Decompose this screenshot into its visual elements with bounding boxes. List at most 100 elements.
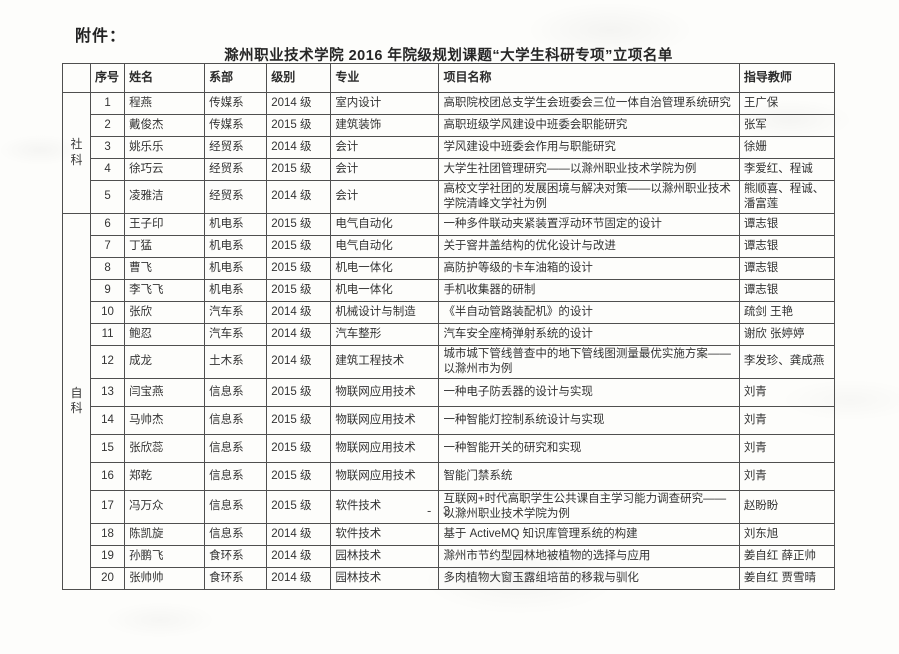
cell-major: 电气自动化: [330, 234, 440, 258]
cell-grade: 2014 级: [266, 136, 332, 159]
cell-name: 徐巧云: [124, 158, 206, 181]
cell-no: 3: [90, 136, 126, 159]
table-row: 9 李飞飞 机电系 2015 级机电一体化 手机收集器的研制 谭志银: [63, 278, 836, 302]
table-row: 11 鲍忍 汽车系 2014 级汽车整形 汽车安全座椅弹射系统的设计 谢欣 张婷婷: [63, 322, 836, 346]
category-cell: 社科: [61, 92, 92, 214]
table-row: 18 陈凯旋 信息系 2014 级软件技术 基于 ActiveMQ 知识库管理系统的构建…: [63, 522, 836, 546]
cell-advisor: 谭志银: [738, 256, 836, 280]
table-row: 2 戴俊杰 传媒系 2015 级建筑装饰 高职班级学风建设中班委会职能研究 张军: [63, 114, 836, 137]
cell-advisor: 刘青: [738, 433, 836, 463]
cell-name: 程燕: [124, 92, 206, 115]
category-cell: 自科: [61, 212, 92, 590]
cell-advisor: 姜自红 贾雪晴: [738, 566, 836, 590]
cell-project: 多肉植物大窗玉露组培苗的移栽与驯化: [438, 566, 740, 590]
cell-project: 高防护等级的卡车油箱的设计: [438, 256, 740, 280]
cell-name: 王子印: [124, 212, 206, 236]
cell-grade: 2015 级: [266, 461, 332, 491]
cell-project: 高职院校团总支学生会班委会三位一体自治管理系统研究: [438, 92, 740, 115]
cell-project: 互联网+时代高职学生公共课自主学习能力调查研究——以滁州职业技术学院为例: [438, 489, 740, 524]
table-row: 4 徐巧云 经贸系 2015 级会计 大学生社团管理研究——以滁州职业技术学院为例 李爱红…: [63, 158, 836, 181]
cell-grade: 2015 级: [266, 377, 332, 407]
cell-grade: 2014 级: [266, 344, 332, 379]
cell-no: 17: [90, 489, 126, 524]
table-body: 社科 1 程燕 传媒系 2014 级室内设计 高职院校团总支学生会班委会三位一体自治管理系…: [61, 92, 836, 590]
cell-project: 一种智能开关的研究和实现: [438, 433, 740, 463]
document-title: 滁州职业技术学院 2016 年院级规划课题“大学生科研专项”立项名单: [224, 48, 673, 64]
cell-major: 会计: [330, 136, 440, 159]
cell-advisor: 姜自红 薛正帅: [738, 544, 836, 568]
cell-no: 14: [90, 405, 126, 435]
cell-project: 基于 ActiveMQ 知识库管理系统的构建: [438, 522, 740, 546]
cell-grade: 2015 级: [266, 114, 332, 137]
cell-no: 11: [90, 322, 126, 346]
cell-project: 一种多件联动夹紧装置浮动环节固定的设计: [438, 212, 740, 236]
cell-name: 姚乐乐: [124, 136, 206, 159]
cell-dept: 信息系: [204, 522, 268, 546]
project-roster-table: 序号 姓名 系部 级别 专业 项目名称 指导教师 社科 1 程燕 传媒系 2014 级室内设计 高职院…: [61, 63, 836, 590]
cell-advisor: 熊顺喜、程诚、潘富莲: [738, 180, 836, 214]
cell-dept: 汽车系: [204, 300, 268, 324]
column-header: 专业: [330, 63, 440, 93]
table-row: 15 张欣蕊 信息系 2015 级物联网应用技术 一种智能开关的研究和实现 刘青: [63, 433, 836, 463]
cell-no: 16: [90, 461, 126, 491]
column-header: 序号: [90, 63, 126, 93]
cell-no: 1: [90, 92, 126, 115]
column-header: 指导教师: [738, 63, 836, 93]
column-header: 系部: [204, 63, 268, 93]
cell-grade: 2015 级: [266, 212, 332, 236]
cell-dept: 信息系: [204, 377, 268, 407]
cell-major: 会计: [330, 158, 440, 181]
cell-name: 孙鹏飞: [124, 544, 206, 568]
cell-grade: 2014 级: [266, 92, 332, 115]
cell-name: 凌雅洁: [124, 180, 206, 214]
cell-name: 曹飞: [124, 256, 206, 280]
cell-dept: 机电系: [204, 212, 268, 236]
cell-dept: 信息系: [204, 461, 268, 491]
cell-grade: 2014 级: [266, 300, 332, 324]
cell-major: 汽车整形: [330, 322, 440, 346]
page-number: - 3 -: [426, 503, 471, 518]
cell-grade: 2015 级: [266, 256, 332, 280]
cell-major: 园林技术: [330, 544, 440, 568]
cell-advisor: 刘东旭: [738, 522, 836, 546]
cell-major: 物联网应用技术: [330, 405, 440, 435]
cell-dept: 食环系: [204, 566, 268, 590]
cell-name: 马帅杰: [124, 405, 206, 435]
cell-dept: 传媒系: [204, 114, 268, 137]
cell-dept: 经贸系: [204, 180, 268, 214]
cell-name: 张欣: [124, 300, 206, 324]
cell-dept: 汽车系: [204, 322, 268, 346]
cell-grade: 2014 级: [266, 544, 332, 568]
cell-grade: 2015 级: [266, 278, 332, 302]
cell-advisor: 刘青: [738, 377, 836, 407]
cell-major: 机电一体化: [330, 278, 440, 302]
cell-name: 成龙: [124, 344, 206, 379]
cell-project: 智能门禁系统: [438, 461, 740, 491]
cell-name: 丁猛: [124, 234, 206, 258]
cell-project: 大学生社团管理研究——以滁州职业技术学院为例: [438, 158, 740, 181]
cell-dept: 机电系: [204, 256, 268, 280]
attachment-label: 附件：: [75, 28, 127, 45]
table-row: 社科 1 程燕 传媒系 2014 级室内设计 高职院校团总支学生会班委会三位一体自治管理系…: [61, 92, 836, 214]
cell-dept: 机电系: [204, 278, 268, 302]
cell-no: 15: [90, 433, 126, 463]
cell-grade: 2015 级: [266, 433, 332, 463]
table-row: 12 成龙 土木系 2014 级建筑工程技术 城市城下管线普查中的地下管线图测量最优实施…: [63, 344, 836, 379]
cell-major: 建筑工程技术: [330, 344, 440, 379]
cell-advisor: 刘青: [738, 405, 836, 435]
cell-major: 物联网应用技术: [330, 433, 440, 463]
cell-dept: 信息系: [204, 433, 268, 463]
cell-grade: 2015 级: [266, 158, 332, 181]
cell-major: 会计: [330, 180, 440, 214]
header-row: 序号 姓名 系部 级别 专业 项目名称 指导教师: [61, 63, 836, 93]
table-row: 13 闫宝燕 信息系 2015 级物联网应用技术 一种电子防丢器的设计与实现 刘青: [63, 377, 836, 407]
cell-no: 7: [90, 234, 126, 258]
cell-dept: 信息系: [204, 489, 268, 524]
table-row: 14 马帅杰 信息系 2015 级物联网应用技术 一种智能灯控制系统设计与实现 刘青: [63, 405, 836, 435]
cell-project: 一种智能灯控制系统设计与实现: [438, 405, 740, 435]
cell-name: 张欣蕊: [124, 433, 206, 463]
cell-advisor: 张军: [738, 114, 836, 137]
column-header: 级别: [266, 63, 332, 93]
cell-no: 2: [90, 114, 126, 137]
cell-grade: 2014 级: [266, 322, 332, 346]
